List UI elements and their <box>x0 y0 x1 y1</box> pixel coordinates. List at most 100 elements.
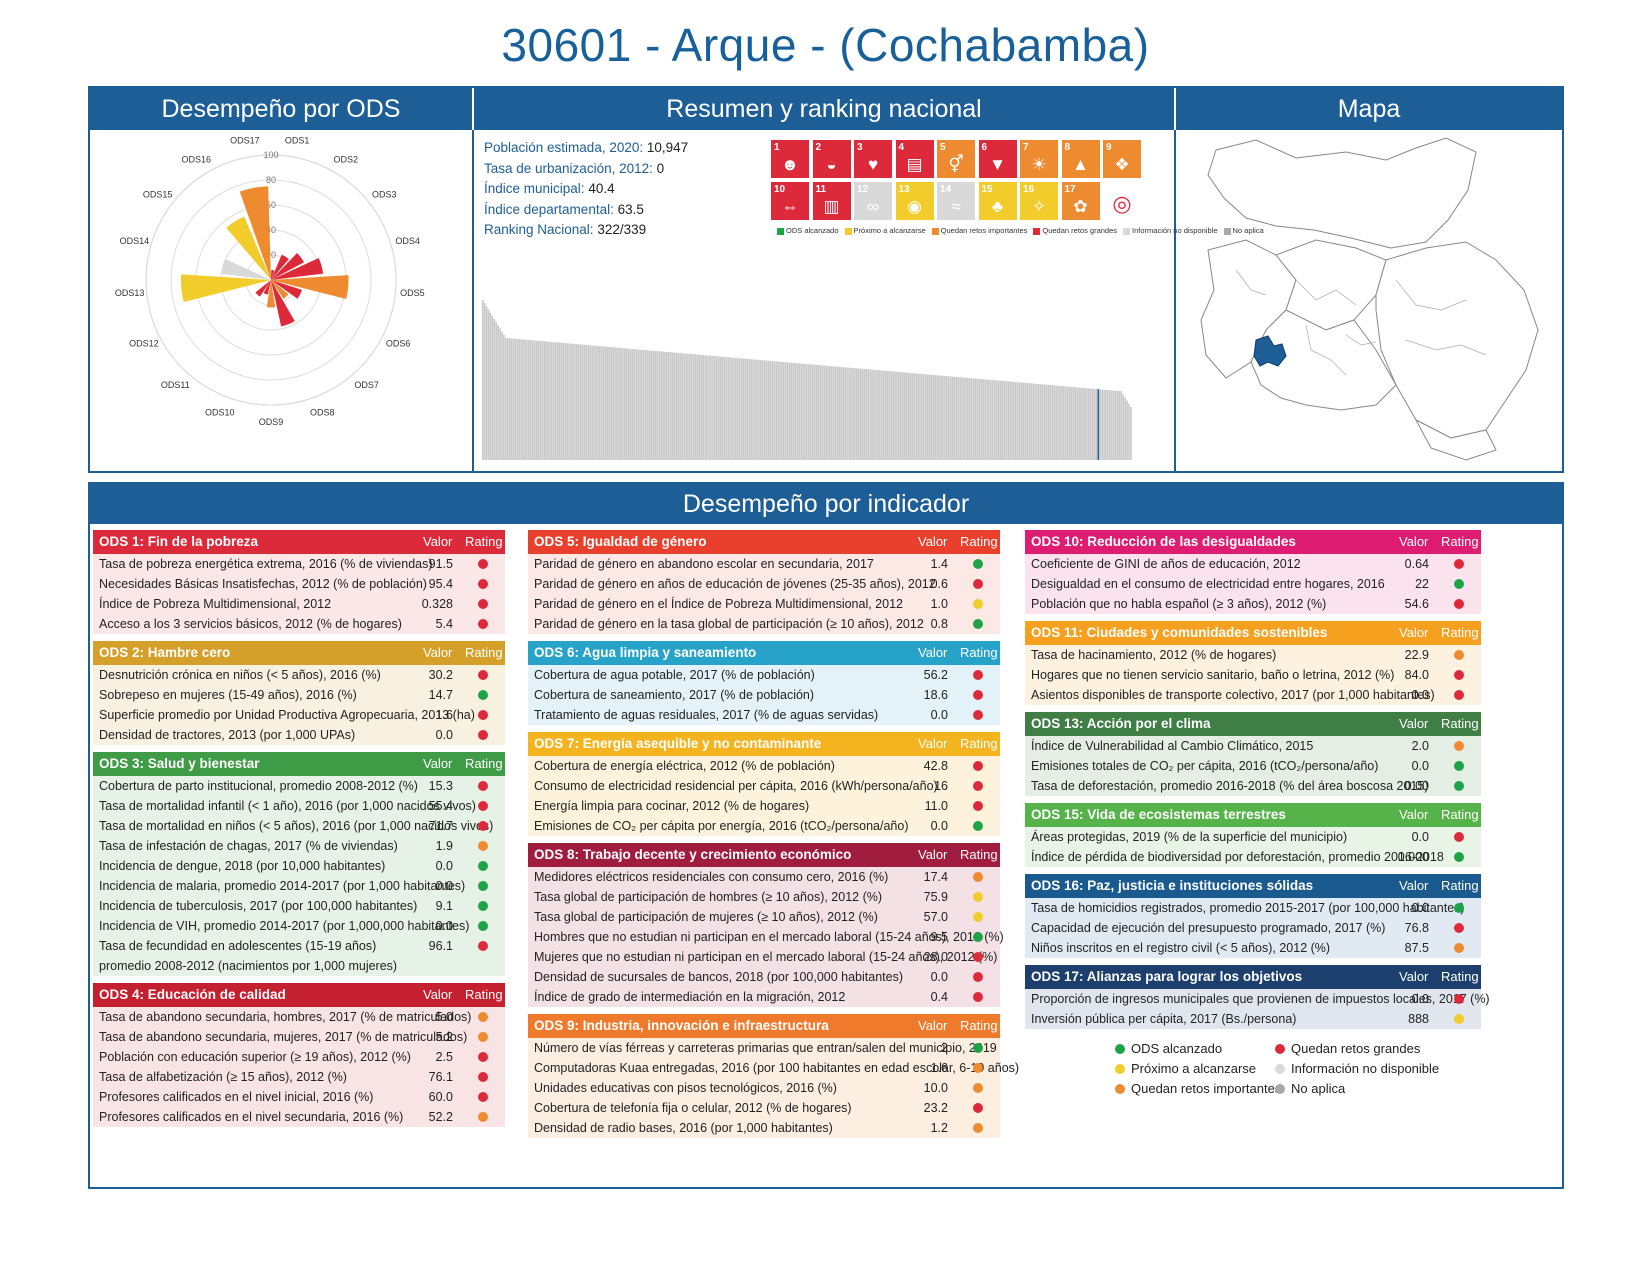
panel-title: ODS 13: Acción por el clima <box>1031 716 1211 731</box>
ranking-bar <box>903 372 906 460</box>
ranking-bar <box>629 348 632 460</box>
indicator-value: 1.6 <box>435 708 453 722</box>
ranking-bar <box>949 376 952 460</box>
ranking-bar <box>585 344 588 460</box>
radar-gridline <box>170 179 372 381</box>
ranking-bar <box>982 379 985 460</box>
ranking-bar <box>698 354 701 460</box>
indicator-value: 71.7 <box>428 819 453 833</box>
rating-column-header: Rating <box>1441 878 1479 893</box>
sdg-tile-number: 14 <box>940 184 952 195</box>
top-section: Desempeño por ODS Resumen y ranking naci… <box>88 86 1564 473</box>
indicator-value: 76.8 <box>1404 921 1429 935</box>
ranking-bar <box>963 377 965 460</box>
ranking-bar <box>614 347 616 460</box>
map-panel <box>1176 130 1562 473</box>
ranking-bar <box>737 358 739 460</box>
ranking-bar <box>892 371 894 460</box>
indicator-value: 1.4 <box>930 557 948 571</box>
indicator-row: Desnutrición crónica en niños (< 5 años)… <box>93 665 505 685</box>
indicator-label: Coeficiente de GINI de años de educación… <box>1031 557 1301 571</box>
ranking-bar <box>526 339 528 460</box>
ranking-bar <box>545 341 547 460</box>
ranking-bar <box>612 347 614 460</box>
sun-icon: ☀ <box>1031 155 1047 174</box>
ranking-bar <box>664 351 666 460</box>
ranking-bar <box>890 371 893 460</box>
rating-dot <box>478 861 488 871</box>
indicator-label: Densidad de tractores, 2013 (por 1,000 U… <box>99 728 356 742</box>
indicator-panel: ODS 1: Fin de la pobreza Valor Rating Tasa … <box>93 530 505 634</box>
radar-category-label: ODS12 <box>129 338 159 348</box>
panel-title: ODS 1: Fin de la pobreza <box>99 534 259 549</box>
indicator-row: Población con educación superior (≥ 19 a… <box>93 1047 505 1067</box>
indicator-label: Tasa de pobreza energética extrema, 2016… <box>99 557 433 571</box>
rating-dot <box>478 781 488 791</box>
ranking-bar <box>905 372 908 460</box>
panel-title: ODS 8: Trabajo decente y crecimiento eco… <box>534 847 852 862</box>
indicator-row: Incidencia de tuberculosis, 2017 (por 10… <box>93 896 505 916</box>
ranking-bar <box>781 361 783 460</box>
sdg-tile: 10 ⇔ <box>771 182 809 220</box>
indicator-value: 56.2 <box>923 668 948 682</box>
ranking-bar <box>794 363 797 460</box>
rating-dot <box>973 579 983 589</box>
legend-swatch <box>1223 227 1231 235</box>
ranking-bar <box>848 367 850 460</box>
panel-header: ODS 6: Agua limpia y saneamiento Valor Rat… <box>528 641 1000 665</box>
ranking-bar <box>980 379 983 460</box>
value-column-header: Valor <box>918 645 948 660</box>
ranking-bar <box>758 359 760 460</box>
ranking-bar <box>1055 385 1057 460</box>
ranking-bar <box>1051 385 1054 460</box>
rating-dot <box>973 872 983 882</box>
panel-title: ODS 10: Reducción de las desigualdades <box>1031 534 1296 549</box>
indicator-label: Paridad de género en la tasa global de p… <box>534 617 924 631</box>
ranking-bar <box>917 373 919 460</box>
rating-dot <box>478 1092 488 1102</box>
ranking-bar <box>593 345 595 460</box>
ranking-bar <box>765 360 768 460</box>
radar-bar <box>221 259 271 280</box>
rating-dot <box>973 1043 983 1053</box>
indicator-value: 22 <box>1415 577 1429 591</box>
panel-header: ODS 9: Industria, innovación e infraestr… <box>528 1014 1000 1038</box>
ranking-bar <box>738 358 741 460</box>
ranking-bar <box>508 338 511 460</box>
indicator-panel: ODS 6: Agua limpia y saneamiento Valor Rat… <box>528 641 1000 725</box>
ranking-bar <box>961 377 963 460</box>
radar-bar <box>271 254 289 280</box>
ranking-bar <box>1049 385 1052 460</box>
ranking-bar <box>817 364 820 460</box>
value-column-header: Valor <box>1399 534 1429 549</box>
indicator-value: 0.4 <box>930 990 948 1004</box>
rating-dot <box>973 761 983 771</box>
sdg-tile-number: 7 <box>1023 142 1029 153</box>
legend-label: Próximo a alcanzarse <box>853 226 926 235</box>
indicator-value: 0.00 <box>1404 779 1429 793</box>
rating-column-header: Rating <box>960 1018 998 1033</box>
ranking-bar <box>740 358 743 460</box>
radar-bar <box>181 274 271 303</box>
ranking-bar <box>1128 403 1130 460</box>
ranking-bar <box>566 343 568 460</box>
indicator-row: Índice de Vulnerabilidad al Cambio Climá… <box>1025 736 1481 756</box>
indicator-panel: ODS 13: Acción por el clima Valor Rating Ín… <box>1025 712 1481 796</box>
indicator-label: Tasa global de participación de hombres … <box>534 890 883 904</box>
radar-bar <box>271 253 305 280</box>
infinity-icon: ∞ <box>866 197 880 216</box>
sdg-tile-number: 8 <box>1064 142 1071 153</box>
indicator-value: 1.0 <box>930 597 948 611</box>
legend-dot <box>1115 1064 1125 1074</box>
indicator-row: Cobertura de energía eléctrica, 2012 (% … <box>528 756 1000 776</box>
indicator-row: Paridad de género en el Índice de Pobrez… <box>528 594 1000 614</box>
ranking-bar <box>602 346 605 460</box>
rating-dot <box>1454 852 1464 862</box>
ranking-bar <box>641 349 643 460</box>
ranking-bar <box>813 364 816 460</box>
ranking-bar <box>769 360 772 460</box>
rating-dot <box>1454 599 1464 609</box>
legend-dot <box>1275 1064 1285 1074</box>
indicator-value: 0.64 <box>1404 557 1429 571</box>
rating-dot <box>1454 761 1464 771</box>
